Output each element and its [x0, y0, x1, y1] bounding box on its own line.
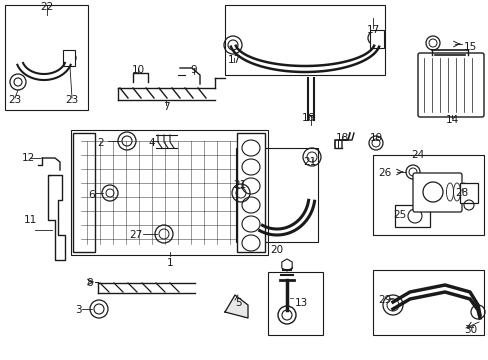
Text: 14: 14 [445, 115, 458, 125]
Bar [224, 5, 384, 75]
Text: 23: 23 [8, 95, 21, 105]
Text: 11: 11 [23, 215, 37, 225]
Text: 13: 13 [294, 298, 307, 308]
Bar [63, 50, 75, 66]
Bar [71, 130, 267, 255]
Text: 6: 6 [88, 190, 95, 200]
Text: 21: 21 [303, 157, 316, 167]
Text: 19: 19 [368, 133, 382, 143]
Text: 23: 23 [65, 95, 79, 105]
Text: 22: 22 [41, 2, 54, 12]
Bar [73, 133, 95, 252]
Bar [372, 155, 483, 235]
Text: 3: 3 [75, 305, 81, 315]
Bar [372, 270, 483, 335]
Text: 21: 21 [233, 180, 246, 190]
Text: 18: 18 [335, 133, 348, 143]
Bar [236, 148, 317, 242]
Text: 4: 4 [148, 138, 155, 148]
Text: 15: 15 [463, 42, 476, 52]
Bar [459, 183, 477, 203]
Text: 9: 9 [190, 65, 197, 75]
Text: 30: 30 [463, 325, 476, 335]
Text: 17: 17 [366, 25, 379, 35]
Bar [267, 272, 323, 335]
Bar [394, 205, 429, 227]
Text: 1: 1 [166, 258, 173, 268]
FancyBboxPatch shape [412, 173, 461, 212]
Text: 24: 24 [410, 150, 424, 160]
Bar [5, 5, 88, 110]
Text: 17: 17 [227, 55, 240, 65]
FancyBboxPatch shape [417, 53, 483, 117]
Bar [369, 30, 383, 48]
Text: 7: 7 [163, 102, 169, 112]
Text: 8: 8 [86, 278, 93, 288]
Text: 12: 12 [21, 153, 35, 163]
Text: 5: 5 [234, 298, 241, 308]
Text: 29: 29 [378, 295, 391, 305]
Text: 2: 2 [98, 138, 104, 148]
Text: 16: 16 [301, 113, 314, 123]
Polygon shape [224, 295, 247, 318]
Text: 25: 25 [392, 210, 406, 220]
Text: 26: 26 [378, 168, 391, 178]
Bar [237, 133, 264, 252]
Text: 10: 10 [131, 65, 144, 75]
Text: 27: 27 [129, 230, 142, 240]
Text: 28: 28 [454, 188, 468, 198]
Text: 20: 20 [270, 245, 283, 255]
